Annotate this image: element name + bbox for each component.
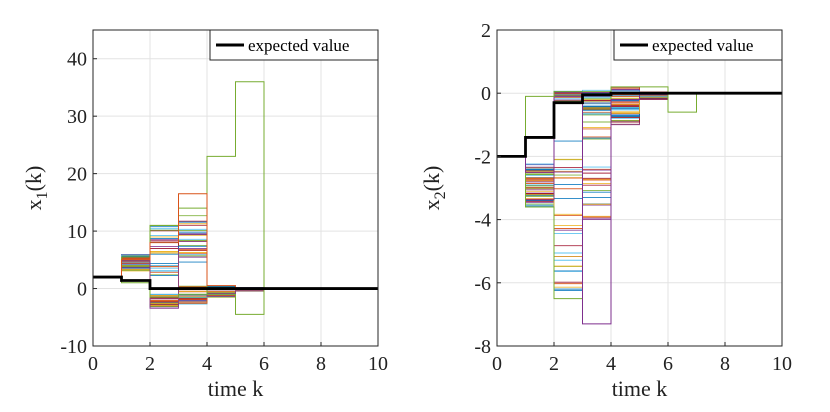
- sample-line-highlight: [93, 193, 378, 290]
- expected-value-series: [93, 275, 378, 290]
- legend-label: expected value: [248, 36, 349, 55]
- y-tick-label: -4: [474, 210, 491, 232]
- y-tick-label: 2: [481, 20, 491, 42]
- legend: expected value: [613, 29, 783, 61]
- x-tick-label: 10: [772, 353, 792, 375]
- x-tick-label: 0: [492, 353, 502, 375]
- x-tick-label: 10: [368, 353, 388, 375]
- sample-line-highlight: [497, 92, 782, 325]
- x-tick-label: 8: [316, 353, 326, 375]
- y-tick-label: -2: [474, 146, 491, 168]
- x-tick-labels: 0 2 4 6 8 10: [88, 342, 388, 375]
- y-axis-label: x2(k): [419, 166, 449, 211]
- expected-value-series: [497, 91, 782, 158]
- x-axis-label: time k: [208, 376, 264, 401]
- y-tick-label: 40: [67, 49, 87, 71]
- y-tick-label: 0: [77, 279, 87, 301]
- x-tick-labels: 0 2 4 6 8 10: [492, 342, 792, 375]
- legend-label: expected value: [652, 36, 753, 55]
- sample-trajectories: [497, 86, 782, 325]
- y-tick-label: 10: [67, 221, 87, 243]
- y-tick-label: 20: [67, 164, 87, 186]
- y-tick-label: 0: [481, 83, 491, 105]
- expected-value-line: [497, 91, 782, 158]
- x-tick-label: 2: [549, 353, 559, 375]
- y-tick-label: 30: [67, 106, 87, 128]
- legend: expected value: [209, 29, 379, 61]
- x-tick-label: 6: [259, 353, 269, 375]
- x-tick-label: 4: [606, 353, 616, 375]
- y-axis-label-sub: 1: [34, 191, 51, 199]
- y-axis-label-main: x: [21, 199, 46, 210]
- x-tick-label: 8: [720, 353, 730, 375]
- x-tick-label: 2: [145, 353, 155, 375]
- x-tick-label: 6: [663, 353, 673, 375]
- chart-x2: 0 2 4 6 8 10 -8-6-4-202 time k x2(k) expected…: [419, 20, 792, 401]
- y-tick-label: -10: [60, 336, 87, 358]
- y-axis-label: x1(k): [21, 166, 51, 211]
- y-axis-label-tail: (k): [21, 166, 46, 192]
- y-tick-label: -6: [474, 273, 491, 295]
- x-tick-label: 4: [202, 353, 212, 375]
- expected-value-line: [93, 275, 378, 290]
- y-axis-label-main: x: [419, 199, 444, 210]
- y-axis-label-tail: (k): [419, 166, 444, 192]
- y-tick-labels: -10 0 10 20 30 40: [60, 49, 97, 358]
- x-tick-label: 0: [88, 353, 98, 375]
- x-axis-label: time k: [612, 376, 668, 401]
- y-axis-label-sub: 2: [432, 191, 449, 199]
- y-tick-labels: -8 -6 -4 -2 0 2: [474, 20, 501, 358]
- y-tick-label: -8: [474, 336, 491, 358]
